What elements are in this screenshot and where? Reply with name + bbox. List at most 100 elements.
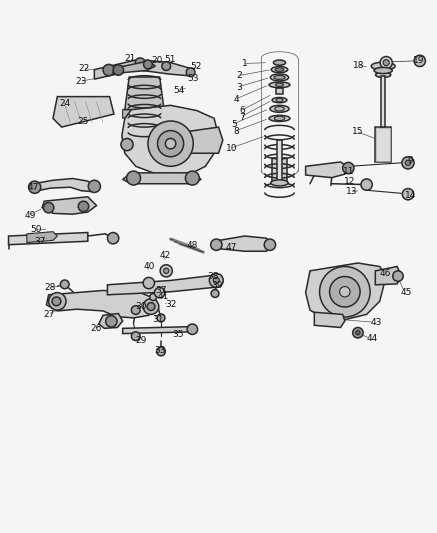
- Text: 50: 50: [31, 225, 42, 234]
- Circle shape: [414, 55, 425, 67]
- Text: 40: 40: [143, 262, 155, 271]
- Text: 14: 14: [406, 191, 417, 199]
- Text: 25: 25: [77, 117, 88, 126]
- Text: 37: 37: [155, 286, 167, 295]
- Circle shape: [121, 139, 133, 151]
- Text: 5: 5: [231, 120, 236, 129]
- Circle shape: [150, 294, 156, 301]
- Circle shape: [148, 121, 193, 166]
- Circle shape: [356, 330, 360, 335]
- Circle shape: [402, 189, 414, 200]
- Circle shape: [60, 280, 69, 289]
- Text: 33: 33: [154, 345, 166, 354]
- Text: 23: 23: [76, 77, 87, 86]
- Polygon shape: [33, 179, 96, 191]
- Circle shape: [127, 171, 141, 185]
- Text: 7: 7: [239, 112, 245, 122]
- Circle shape: [162, 62, 170, 70]
- Circle shape: [106, 316, 117, 327]
- Text: 29: 29: [135, 336, 147, 345]
- Polygon shape: [53, 96, 114, 127]
- Circle shape: [187, 324, 198, 334]
- Text: 32: 32: [165, 300, 176, 309]
- Text: 54: 54: [173, 86, 185, 94]
- Text: 39: 39: [211, 281, 222, 290]
- Circle shape: [88, 180, 101, 192]
- Circle shape: [361, 179, 372, 190]
- Circle shape: [113, 65, 124, 75]
- Ellipse shape: [274, 60, 286, 65]
- Circle shape: [211, 289, 219, 297]
- Circle shape: [340, 287, 350, 297]
- Polygon shape: [42, 197, 97, 214]
- Text: 1: 1: [242, 59, 247, 68]
- Polygon shape: [123, 327, 192, 334]
- Circle shape: [132, 332, 140, 341]
- Text: 20: 20: [151, 55, 162, 64]
- Text: 47: 47: [27, 183, 38, 192]
- Circle shape: [211, 239, 222, 251]
- Polygon shape: [46, 290, 157, 318]
- Circle shape: [264, 239, 276, 251]
- Ellipse shape: [272, 98, 287, 103]
- Ellipse shape: [269, 115, 290, 122]
- Bar: [272, 158, 287, 184]
- Circle shape: [103, 64, 114, 76]
- Ellipse shape: [269, 82, 290, 88]
- Circle shape: [160, 265, 172, 277]
- Circle shape: [185, 171, 199, 185]
- Text: 52: 52: [190, 62, 201, 71]
- Text: 49: 49: [24, 211, 36, 220]
- Polygon shape: [314, 312, 345, 327]
- Text: 13: 13: [346, 187, 357, 196]
- Text: 43: 43: [371, 318, 382, 327]
- Text: 27: 27: [44, 310, 55, 319]
- Text: 31: 31: [153, 315, 164, 324]
- Bar: [375, 127, 391, 162]
- Text: 38: 38: [208, 272, 219, 281]
- Polygon shape: [305, 162, 349, 177]
- Text: 46: 46: [379, 269, 391, 278]
- Ellipse shape: [276, 99, 283, 102]
- Polygon shape: [122, 106, 218, 175]
- Text: 30: 30: [135, 302, 147, 311]
- Bar: [276, 88, 283, 94]
- Polygon shape: [113, 61, 155, 74]
- Circle shape: [406, 160, 411, 165]
- Polygon shape: [9, 232, 88, 245]
- Circle shape: [393, 271, 403, 281]
- Text: 12: 12: [343, 177, 355, 187]
- Polygon shape: [123, 106, 136, 118]
- Text: 51: 51: [164, 55, 176, 64]
- Circle shape: [353, 327, 363, 338]
- Circle shape: [154, 287, 165, 298]
- Text: 21: 21: [125, 54, 136, 63]
- Circle shape: [28, 181, 41, 193]
- Circle shape: [143, 277, 154, 289]
- Text: 41: 41: [158, 292, 169, 301]
- Ellipse shape: [274, 76, 285, 79]
- Text: 9: 9: [407, 156, 413, 165]
- Ellipse shape: [270, 106, 289, 112]
- Ellipse shape: [271, 67, 288, 72]
- Polygon shape: [94, 60, 194, 79]
- Polygon shape: [125, 77, 164, 110]
- Circle shape: [209, 273, 223, 287]
- Polygon shape: [188, 127, 223, 154]
- Ellipse shape: [275, 107, 284, 111]
- Text: 35: 35: [173, 329, 184, 338]
- Circle shape: [147, 303, 155, 311]
- Ellipse shape: [374, 68, 392, 74]
- Text: 28: 28: [45, 283, 56, 292]
- Circle shape: [135, 58, 145, 68]
- Text: 48: 48: [187, 241, 198, 250]
- Circle shape: [144, 60, 152, 69]
- Text: 47: 47: [226, 243, 237, 252]
- Circle shape: [343, 163, 354, 174]
- Polygon shape: [214, 236, 273, 251]
- Polygon shape: [99, 313, 123, 328]
- Circle shape: [143, 298, 159, 314]
- Circle shape: [43, 203, 54, 213]
- Polygon shape: [305, 263, 386, 320]
- Text: 26: 26: [90, 324, 101, 333]
